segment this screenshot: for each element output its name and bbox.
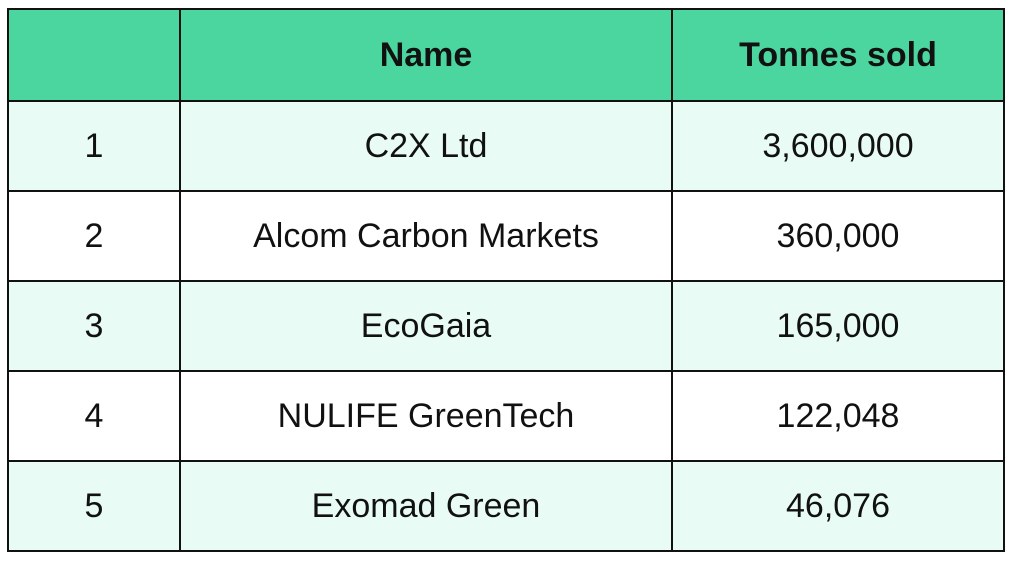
table-row: 1 C2X Ltd 3,600,000 [7, 100, 1005, 192]
table-cell: 4 [7, 370, 181, 462]
header-cell-blank [7, 8, 181, 102]
table-cell: 2 [7, 190, 181, 282]
table-row: 3 EcoGaia 165,000 [7, 280, 1005, 372]
table-cell: 1 [7, 100, 181, 192]
table-row: 2 Alcom Carbon Markets 360,000 [7, 190, 1005, 282]
table-cell: EcoGaia [179, 280, 673, 372]
sales-table: Name Tonnes sold 1 C2X Ltd 3,600,000 2 Alcom… [7, 8, 1005, 552]
table-cell: 3 [7, 280, 181, 372]
table-cell: Alcom Carbon Markets [179, 190, 673, 282]
table-row: 5 Exomad Green 46,076 [7, 460, 1005, 552]
header-row: Name Tonnes sold [7, 8, 1005, 102]
header-cell: Name [179, 8, 673, 102]
table-cell: 360,000 [671, 190, 1005, 282]
table-body: 1 C2X Ltd 3,600,000 2 Alcom Carbon Markets 36… [7, 100, 1005, 552]
table-cell: Exomad Green [179, 460, 673, 552]
table-cell: NULIFE GreenTech [179, 370, 673, 462]
table-cell: 122,048 [671, 370, 1005, 462]
table-row: 4 NULIFE GreenTech 122,048 [7, 370, 1005, 462]
table-cell: 5 [7, 460, 181, 552]
table-cell: 165,000 [671, 280, 1005, 372]
table-cell: 46,076 [671, 460, 1005, 552]
table-cell: 3,600,000 [671, 100, 1005, 192]
table-header: Name Tonnes sold [7, 8, 1005, 102]
header-cell: Tonnes sold [671, 8, 1005, 102]
table-cell: C2X Ltd [179, 100, 673, 192]
